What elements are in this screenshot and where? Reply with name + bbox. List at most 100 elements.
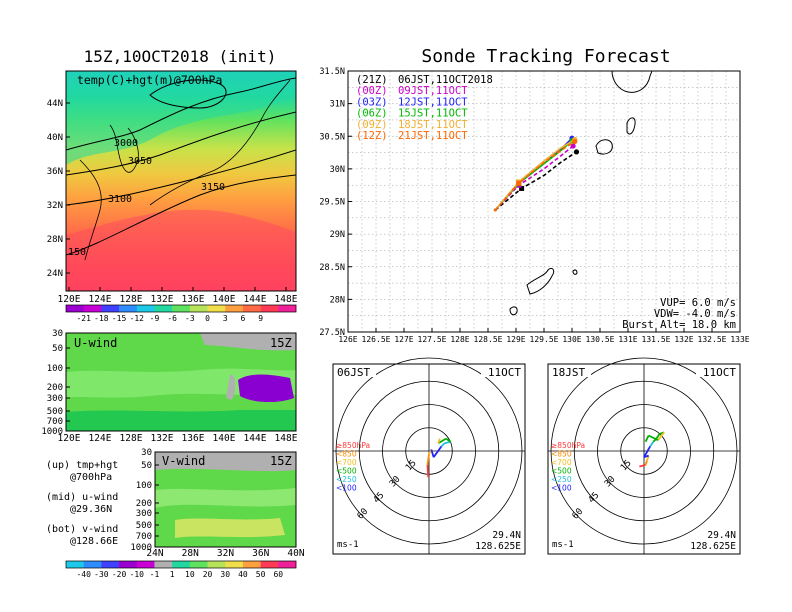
hodograph-segment bbox=[445, 437, 452, 443]
track-lon-label: 127E bbox=[394, 335, 413, 344]
u-lon-label: 140E bbox=[213, 433, 236, 444]
track-lon-label: 131.5E bbox=[642, 335, 671, 344]
temp-lon-label: 148E bbox=[275, 294, 298, 305]
track-mid-marker bbox=[516, 180, 522, 186]
temp-lon-label: 132E bbox=[151, 294, 174, 305]
track-series-line bbox=[494, 145, 574, 211]
hodograph-pressure-label: <500 bbox=[551, 467, 572, 476]
temp-colorbar-swatch bbox=[189, 305, 208, 312]
hodograph-06jst: 06JST 11OCT15304560≥850hPa<850<700<500<25… bbox=[332, 357, 526, 555]
hodograph-pressure-label: ≥850hPa bbox=[336, 441, 370, 450]
track-lat-label: 27.5N bbox=[319, 328, 345, 338]
legend-label: 15JST,11OCT bbox=[398, 108, 468, 120]
u-wind-band-dark bbox=[66, 410, 296, 431]
wind-colorbar-label: 1 bbox=[170, 570, 175, 579]
temp-colorbar-label: -18 bbox=[94, 314, 109, 323]
param-vup: VUP= 6.0 m/s bbox=[660, 297, 736, 309]
u-wind-label: U-wind bbox=[74, 336, 117, 350]
track-lat-label: 31N bbox=[330, 100, 345, 110]
hodograph-segment bbox=[657, 431, 665, 441]
hodograph-segment bbox=[648, 434, 659, 441]
legend-tag: (06Z) bbox=[356, 108, 388, 120]
u-wind-jet-core bbox=[238, 374, 294, 403]
track-lon-label: 132E bbox=[674, 335, 693, 344]
hodograph-segment bbox=[437, 437, 447, 445]
wind-colorbar-swatch bbox=[83, 561, 102, 568]
wind-colorbar-swatch bbox=[189, 561, 208, 568]
hodograph-time-label: 06JST bbox=[337, 366, 370, 379]
track-burst-point bbox=[572, 138, 578, 145]
track-burst-point bbox=[570, 143, 576, 149]
temp-colorbar-frame bbox=[65, 304, 297, 313]
u-wind-band-light bbox=[66, 368, 296, 398]
wind-colorbar-label: 10 bbox=[185, 570, 195, 579]
u-lon-label: 120E bbox=[58, 433, 81, 444]
hodograph-pressure-label: ≥850hPa bbox=[551, 441, 585, 450]
track-plot: (21Z) 06JST,11OCT2018 (00Z) 09JST,11OCT (03Z… bbox=[319, 67, 749, 344]
temp-colorbar-label: 0 bbox=[205, 314, 210, 323]
u-lon-label: 136E bbox=[182, 433, 205, 444]
wind-colorbar-swatch bbox=[66, 561, 84, 568]
korea-coast bbox=[109, 124, 139, 173]
temp-colorbar-swatch bbox=[207, 305, 226, 312]
temp-colorbar-label: 3 bbox=[223, 314, 228, 323]
track-series-line bbox=[494, 140, 576, 211]
hodograph-pressure-label: <100 bbox=[551, 484, 572, 493]
wind-colorbar-label: -10 bbox=[130, 570, 145, 579]
track-lon-label: 128.5E bbox=[474, 335, 503, 344]
tokunoshima-island bbox=[509, 306, 518, 316]
temp-colorbar-swatch bbox=[83, 305, 102, 312]
temp-lat-label: 40N bbox=[47, 133, 63, 143]
track-lat-label: 31.5N bbox=[319, 67, 345, 77]
track-lon-label: 130E bbox=[562, 335, 581, 344]
hodograph-pressure-label: <100 bbox=[336, 484, 357, 493]
track-lat-label: 30.5N bbox=[319, 132, 345, 142]
track-lat-label: 28N bbox=[330, 295, 345, 305]
temp-colorbar-swatch bbox=[66, 305, 84, 312]
yakushima-island bbox=[595, 139, 613, 155]
contour-3050 bbox=[66, 111, 296, 176]
track-series-line bbox=[494, 138, 576, 211]
wind-colorbar-label: 40 bbox=[238, 570, 248, 579]
temp-colorbar-swatch bbox=[172, 305, 191, 312]
wind-colorbar-label: 30 bbox=[220, 570, 230, 579]
hodograph-pressure-label: <700 bbox=[336, 458, 357, 467]
temp-map: temp(C)+hgt(m)@700hPa 3000 3050 3100 315… bbox=[47, 70, 298, 323]
legend-tag: (09Z) bbox=[356, 119, 388, 131]
u-wind-gray-top bbox=[200, 333, 296, 351]
track-lat-label: 30N bbox=[330, 165, 345, 175]
u-p-label: 200 bbox=[47, 383, 63, 393]
wind-colorbar: -40 -30 -20 -10 -1 1 10 20 30 40 50 60 bbox=[65, 560, 297, 579]
v-p-label: 200 bbox=[136, 499, 152, 509]
contour-3000 bbox=[66, 77, 296, 151]
temp-colorbar-swatch bbox=[119, 305, 138, 312]
track-lon-label: 126E bbox=[338, 335, 357, 344]
legend-label: 09JST,11OCT bbox=[398, 85, 468, 97]
wind-colorbar-swatch bbox=[207, 561, 226, 568]
temp-colorbar-label: -6 bbox=[167, 314, 177, 323]
hodograph-label-bg bbox=[334, 365, 376, 377]
hodograph-location-lat: 29.4N bbox=[707, 530, 736, 541]
wind-colorbar-label: -20 bbox=[112, 570, 127, 579]
note-mid-level: @29.36N bbox=[70, 504, 112, 515]
v-lat-label: 32N bbox=[217, 548, 234, 559]
wind-colorbar-swatch bbox=[260, 561, 279, 568]
legend-label: 18JST,11OCT bbox=[398, 119, 468, 131]
track-lon-label: 129E bbox=[506, 335, 525, 344]
note-mid: (mid) u-wind bbox=[46, 492, 118, 503]
hodograph-pressure-label: <250 bbox=[551, 475, 572, 484]
track-lat-label: 29.5N bbox=[319, 198, 345, 208]
temp-lon-label: 124E bbox=[89, 294, 112, 305]
hodograph-segment bbox=[437, 438, 441, 444]
hodograph-segment bbox=[643, 445, 651, 458]
temp-colorbar-label: -9 bbox=[150, 314, 160, 323]
hodograph-segment bbox=[649, 441, 655, 447]
v-wind-frame bbox=[154, 451, 297, 548]
hodograph-time-label: 18JST bbox=[552, 366, 585, 379]
v-wind-label: V-wind bbox=[162, 454, 205, 468]
v-p-label: 300 bbox=[136, 509, 152, 519]
v-wind-band-light bbox=[155, 488, 296, 508]
v-wind-band-yellow bbox=[175, 518, 285, 538]
v-p-label: 50 bbox=[141, 461, 152, 471]
